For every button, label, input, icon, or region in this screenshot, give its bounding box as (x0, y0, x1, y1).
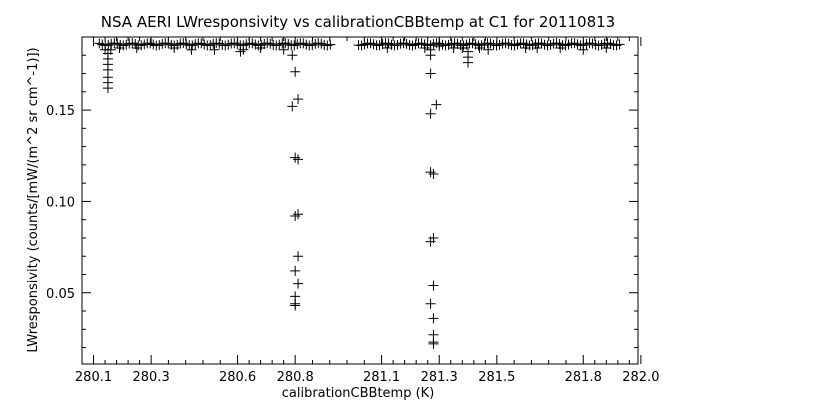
data-point (425, 50, 436, 61)
x-tick-label: 281.8 (565, 370, 602, 385)
data-point (290, 300, 301, 311)
data-point (293, 209, 304, 220)
data-point (100, 44, 111, 55)
data-point (293, 94, 304, 105)
data-point (431, 99, 442, 110)
x-tick-label: 280.8 (277, 370, 314, 385)
data-point (601, 42, 612, 53)
data-point (428, 169, 439, 180)
data-point (287, 101, 298, 112)
x-tick-label: 282.0 (622, 370, 659, 385)
data-point (425, 68, 436, 79)
data-point (532, 42, 543, 53)
x-axis-label: calibrationCBBtemp (K) (282, 386, 435, 400)
data-point (290, 265, 301, 276)
data-point (419, 42, 430, 53)
data-point (255, 42, 266, 53)
data-point (448, 42, 459, 53)
x-tick-label: 280.3 (133, 370, 170, 385)
plateau-markers (94, 38, 625, 51)
data-point (428, 338, 439, 349)
x-tick-label: 281.1 (363, 370, 400, 385)
plateau-point (614, 39, 625, 50)
data-point (293, 251, 304, 262)
data-point (425, 236, 436, 247)
data-point (520, 42, 531, 53)
data-point (434, 41, 445, 52)
data-point (463, 57, 474, 68)
y-tick-label: 0.15 (46, 104, 75, 119)
data-point (428, 313, 439, 324)
x-tick-label: 281.5 (478, 370, 515, 385)
data-points (100, 41, 612, 349)
data-point (102, 83, 113, 94)
data-point (186, 44, 197, 55)
x-tick-label: 281.3 (421, 370, 458, 385)
data-point (382, 42, 393, 53)
data-point (425, 298, 436, 309)
data-point (169, 42, 180, 53)
data-point (209, 44, 220, 55)
data-point (238, 44, 249, 55)
x-tick-label: 280.1 (75, 370, 112, 385)
axes: 280.1 280.3 280.6 280.8 281.1 281.3 281.5 281.8… (46, 36, 659, 385)
y-axis-label: LWresponsivity (counts/[mW/(m^2 sr cm^-1… (26, 47, 41, 352)
data-point (290, 66, 301, 77)
x-tick-label: 280.6 (219, 370, 256, 385)
data-point (287, 50, 298, 61)
plateau-point (325, 39, 336, 50)
data-point (290, 152, 301, 163)
data-point (555, 42, 566, 53)
data-point (578, 44, 589, 55)
y-tick-label: 0.10 (46, 195, 75, 210)
data-point (290, 211, 301, 222)
data-point (425, 108, 436, 119)
data-point (428, 280, 439, 291)
y-tick-label: 0.05 (46, 287, 75, 302)
data-point (474, 42, 485, 53)
plot-frame (81, 36, 639, 365)
data-point (293, 154, 304, 165)
data-point (425, 167, 436, 178)
chart-title: NSA AERI LWresponsivity vs calibrationCB… (101, 13, 615, 31)
data-point (457, 42, 468, 53)
data-point (114, 42, 125, 53)
data-point (278, 44, 289, 55)
data-point (483, 44, 494, 55)
data-point (131, 42, 142, 53)
data-point (293, 278, 304, 289)
